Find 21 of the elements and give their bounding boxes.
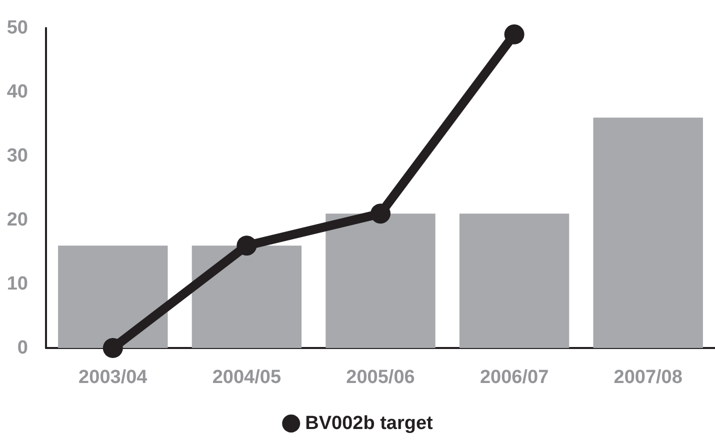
point	[370, 204, 390, 224]
y-tick-label: 10	[6, 274, 28, 294]
y-tick-label: 50	[6, 18, 28, 38]
bar	[58, 246, 168, 348]
x-tick-label: 2006/07	[480, 367, 549, 388]
x-tick-label: 2003/04	[78, 367, 148, 388]
x-tick-label: 2007/08	[614, 367, 682, 388]
legend-label: BV002b target	[305, 413, 434, 434]
bar	[192, 246, 302, 348]
y-tick-label: 40	[6, 82, 28, 102]
y-tick-label: 30	[6, 146, 28, 166]
point	[504, 24, 524, 44]
point	[102, 338, 123, 358]
bar	[459, 214, 570, 348]
bar	[593, 118, 703, 348]
bar	[326, 214, 436, 348]
x-tick-label: 2004/05	[212, 367, 282, 388]
point	[236, 236, 257, 256]
y-tick-label: 20	[6, 210, 28, 230]
x-tick-label: 2005/06	[346, 367, 415, 388]
y-tick-label: 0	[17, 338, 28, 358]
